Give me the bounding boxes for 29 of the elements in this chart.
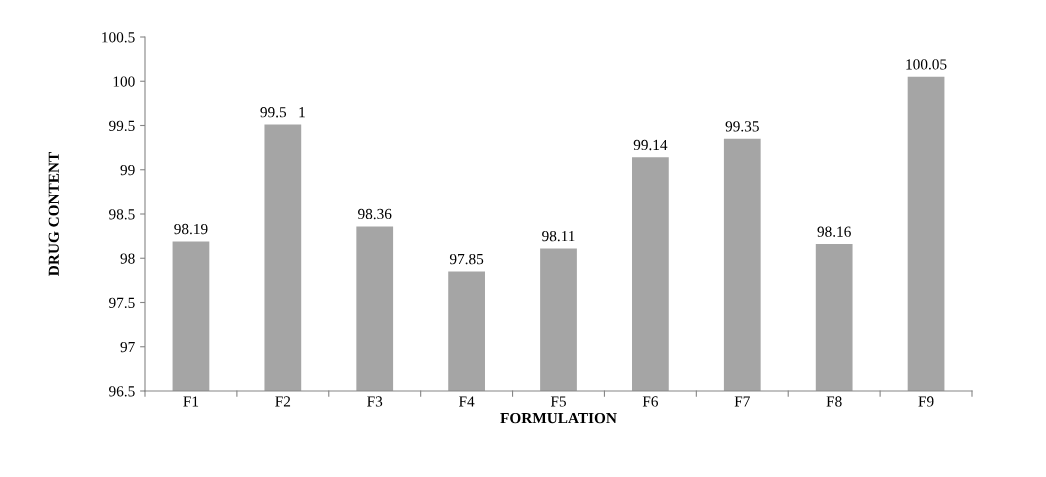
y-tick-label: 97.5 — [109, 297, 135, 309]
y-tick-label: 100.5 — [102, 32, 135, 43]
data-label: 98.36 — [358, 208, 392, 220]
x-tick-label: F5 — [550, 396, 566, 407]
x-tick-label: F9 — [918, 396, 934, 407]
y-tick-label: 96.5 — [109, 386, 135, 397]
data-label: 98.11 — [542, 230, 575, 242]
y-axis-title: DRUG CONTENT — [48, 152, 59, 276]
data-label: 98.16 — [817, 226, 851, 237]
y-tick-label: 98.5 — [109, 209, 135, 220]
y-tick-label: 97 — [120, 341, 135, 353]
x-tick-label: F3 — [367, 396, 383, 407]
data-label: 99.14 — [633, 139, 668, 151]
x-axis-title: FORMULATION — [500, 412, 617, 424]
y-tick-label: 100 — [113, 76, 135, 87]
x-tick-label: F8 — [826, 396, 842, 407]
data-label: 98.19 — [174, 223, 208, 235]
x-tick-label: F6 — [642, 396, 658, 407]
y-tick-label: 99 — [120, 164, 135, 176]
data-label: 99.5 1 — [260, 107, 305, 118]
x-tick-label: F4 — [458, 396, 475, 407]
data-label: 97.85 — [449, 253, 484, 265]
data-label: 99.35 — [725, 121, 759, 132]
x-tick-label: F1 — [183, 396, 199, 407]
x-tick-label: F2 — [275, 396, 291, 407]
y-tick-label: 98 — [120, 253, 135, 264]
x-tick-label: F7 — [734, 396, 750, 407]
data-label: 100.05 — [906, 59, 947, 70]
y-tick-label: 99.5 — [109, 120, 135, 132]
